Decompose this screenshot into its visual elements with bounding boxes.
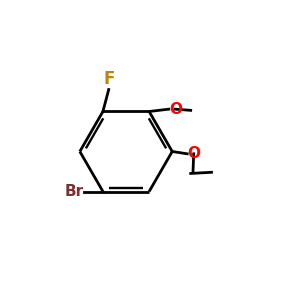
Text: F: F [103,70,114,88]
Text: O: O [169,102,182,117]
Text: Br: Br [64,184,83,199]
Text: O: O [188,146,201,161]
